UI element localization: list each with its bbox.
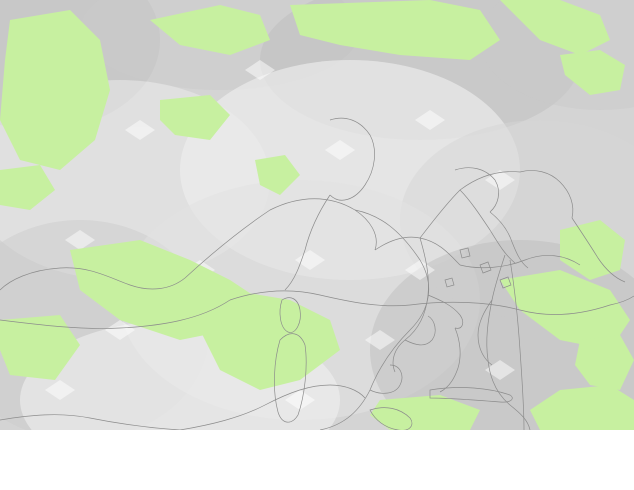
cloud-cover-map bbox=[0, 0, 634, 430]
weather-map-app: Cloud cover (total) [%] GFS 5 25 50 75 1… bbox=[0, 0, 634, 490]
legend-footer: Cloud cover (total) [%] GFS 5 25 50 75 1… bbox=[0, 430, 634, 490]
